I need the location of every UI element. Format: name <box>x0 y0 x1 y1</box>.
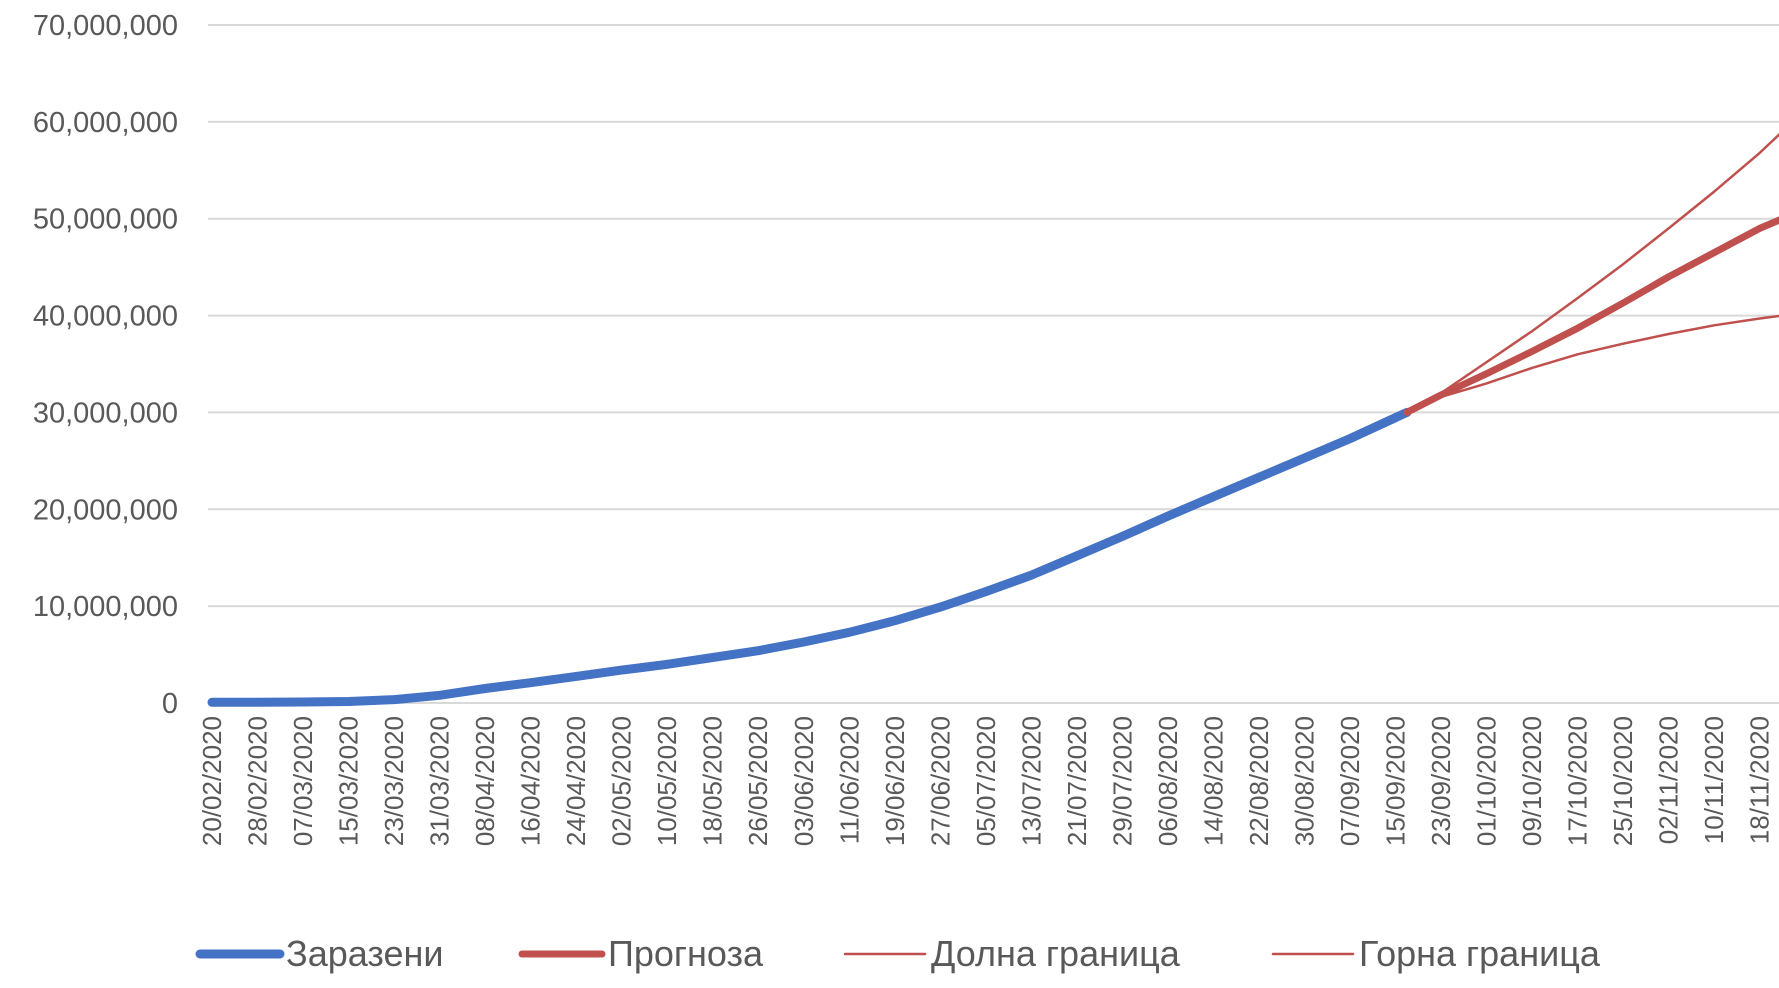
y-tick-label: 30,000,000 <box>33 397 178 429</box>
series-lines <box>207 132 1779 707</box>
x-tick-label: 29/07/2020 <box>1107 716 1137 846</box>
series-line-0 <box>207 407 1412 707</box>
x-tick-label: 02/11/2020 <box>1654 716 1684 844</box>
x-tick-label: 07/09/2020 <box>1335 716 1365 846</box>
x-tick-label: 11/06/2020 <box>834 716 864 844</box>
x-tick-label: 23/03/2020 <box>379 716 409 846</box>
legend: Заразени Прогноза Долна граница Горна грани… <box>195 933 1601 974</box>
x-tick-label: 16/04/2020 <box>516 716 546 846</box>
x-tick-label: 18/11/2020 <box>1745 716 1775 844</box>
y-tick-label: 50,000,000 <box>33 204 178 236</box>
x-tick-label: 07/03/2020 <box>288 716 318 846</box>
x-tick-label: 28/02/2020 <box>243 716 273 846</box>
legend-label: Долна граница <box>931 933 1181 974</box>
x-tick-label: 10/05/2020 <box>652 716 682 846</box>
x-tick-label: 17/10/2020 <box>1563 716 1593 846</box>
x-axis-tick-labels: 20/02/2020 28/02/2020 07/03/2020 15/03/2020… <box>197 716 1775 846</box>
legend-label: Прогноза <box>608 933 764 974</box>
x-tick-label: 30/08/2020 <box>1289 716 1319 846</box>
x-tick-label: 18/05/2020 <box>698 716 728 846</box>
y-axis-tick-labels: 70,000,000 60,000,000 50,000,000 40,000,000… <box>33 10 178 720</box>
y-tick-label: 0 <box>162 688 178 720</box>
legend-label: Заразени <box>286 933 444 974</box>
x-tick-label: 26/05/2020 <box>743 716 773 846</box>
x-tick-label: 15/03/2020 <box>334 716 364 846</box>
x-tick-label: 20/02/2020 <box>197 716 227 846</box>
x-tick-label: 21/07/2020 <box>1062 716 1092 846</box>
y-tick-label: 70,000,000 <box>33 10 178 42</box>
x-tick-label: 02/05/2020 <box>607 716 637 846</box>
y-tick-label: 60,000,000 <box>33 107 178 139</box>
x-tick-label: 27/06/2020 <box>925 716 955 846</box>
x-tick-label: 23/09/2020 <box>1426 716 1456 846</box>
series-line-1 <box>1403 216 1779 416</box>
x-tick-label: 08/04/2020 <box>470 716 500 846</box>
x-tick-label: 06/08/2020 <box>1153 716 1183 846</box>
x-tick-label: 24/04/2020 <box>561 716 591 846</box>
series-line-3 <box>1405 132 1779 414</box>
x-tick-label: 01/10/2020 <box>1472 716 1502 846</box>
x-tick-label: 03/06/2020 <box>789 716 819 846</box>
x-tick-label: 05/07/2020 <box>971 716 1001 846</box>
series-line-2 <box>1405 314 1779 414</box>
gridlines <box>208 24 1779 608</box>
x-tick-label: 19/06/2020 <box>880 716 910 846</box>
x-tick-label: 09/10/2020 <box>1517 716 1547 846</box>
x-tick-label: 25/10/2020 <box>1608 716 1638 846</box>
x-tick-label: 22/08/2020 <box>1244 716 1274 846</box>
x-tick-label: 13/07/2020 <box>1016 716 1046 846</box>
y-tick-label: 10,000,000 <box>33 591 178 623</box>
y-tick-label: 20,000,000 <box>33 494 178 526</box>
x-tick-label: 31/03/2020 <box>425 716 455 846</box>
y-tick-label: 40,000,000 <box>33 301 178 333</box>
x-tick-label: 14/08/2020 <box>1198 716 1228 846</box>
x-tick-label: 10/11/2020 <box>1699 716 1729 844</box>
legend-label: Горна граница <box>1359 933 1601 974</box>
x-tick-label: 15/09/2020 <box>1381 716 1411 846</box>
